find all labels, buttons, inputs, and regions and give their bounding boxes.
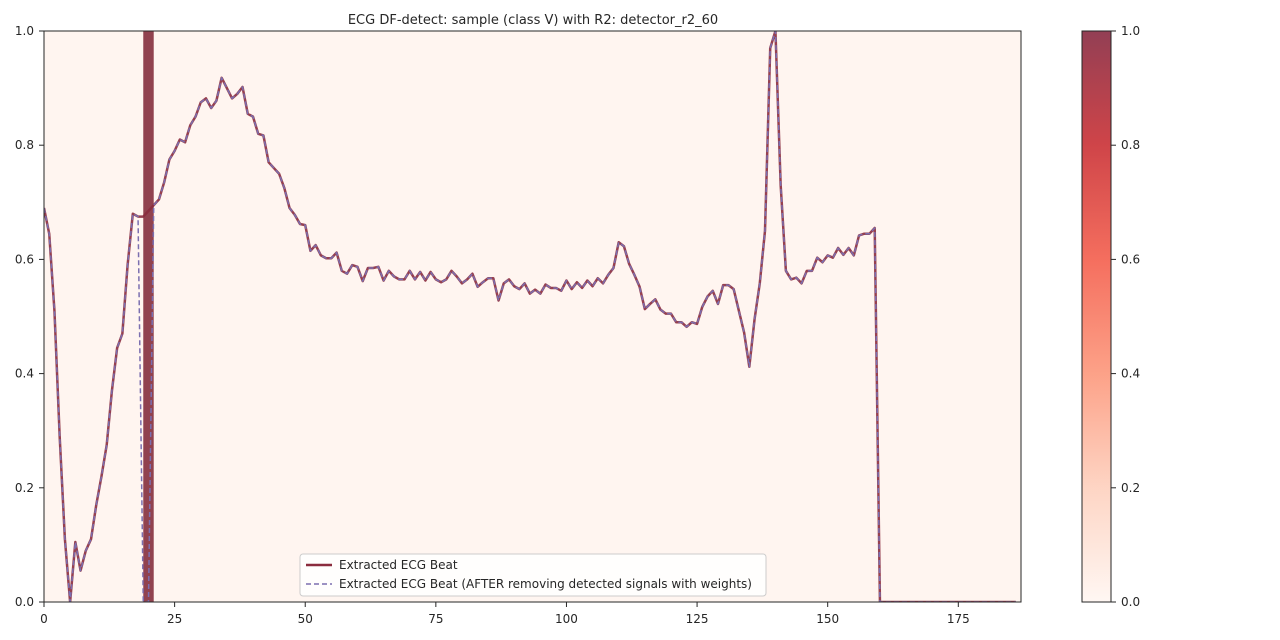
detected-region-band — [143, 31, 154, 602]
colorbar-gradient — [1081, 30, 1112, 603]
legend-label-beat-after: Extracted ECG Beat (AFTER removing detec… — [339, 577, 752, 591]
colorbar-tick-label: 0.4 — [1121, 367, 1140, 381]
x-tick-label: 100 — [555, 612, 578, 626]
x-tick-label: 0 — [40, 612, 48, 626]
colorbar-tick-label: 1.0 — [1121, 24, 1140, 38]
colorbar: 0.0 0.2 0.4 0.6 0.8 1.0 — [1081, 24, 1140, 609]
x-tick-label: 25 — [167, 612, 182, 626]
y-tick-label: 0.6 — [15, 252, 34, 266]
plot-frame — [43, 30, 1022, 603]
y-tick-label: 0.4 — [15, 367, 34, 381]
y-tick-label: 0.8 — [15, 138, 34, 152]
x-tick-label: 175 — [947, 612, 970, 626]
series-line-beat-after — [44, 31, 1016, 602]
chart-title: ECG DF-detect: sample (class V) with R2:… — [348, 13, 718, 28]
x-tick-label: 150 — [816, 612, 839, 626]
colorbar-tick-label: 0.0 — [1121, 595, 1140, 609]
x-tick-label: 50 — [298, 612, 313, 626]
x-tick-label: 125 — [686, 612, 709, 626]
colorbar-tick-label: 0.2 — [1121, 481, 1140, 495]
y-tick-label: 0.0 — [15, 595, 34, 609]
colorbar-tick-label: 0.6 — [1121, 252, 1140, 266]
colorbar-tick-label: 0.8 — [1121, 138, 1140, 152]
y-tick-label: 0.2 — [15, 481, 34, 495]
legend-label-beat: Extracted ECG Beat — [339, 558, 458, 572]
x-tick-label: 75 — [428, 612, 443, 626]
y-tick-label: 1.0 — [15, 24, 34, 38]
legend: Extracted ECG Beat Extracted ECG Beat (A… — [299, 553, 767, 597]
plot-background — [44, 31, 1021, 602]
legend-box — [299, 553, 767, 597]
